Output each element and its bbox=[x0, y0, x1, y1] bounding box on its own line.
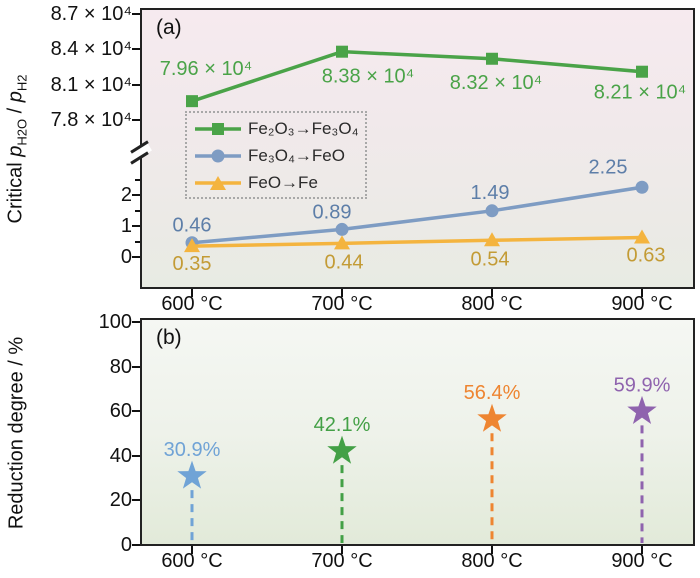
y-tick-mark bbox=[132, 48, 140, 51]
x-tick-label: 900 °C bbox=[611, 550, 673, 572]
x-tick-mark bbox=[341, 546, 343, 554]
y-tick-mark bbox=[132, 454, 140, 457]
y-tick-label: 2 bbox=[120, 184, 132, 206]
data-label: 8.32 × 10⁴ bbox=[450, 72, 543, 94]
y-tick-mark bbox=[135, 209, 140, 212]
triangle-marker bbox=[634, 229, 650, 244]
triangle-marker bbox=[184, 238, 200, 253]
x-tick-mark bbox=[191, 289, 193, 297]
y-tick-mark bbox=[132, 256, 140, 258]
x-tick-mark bbox=[641, 546, 643, 554]
x-tick-mark bbox=[641, 289, 643, 297]
panel-b-label: (b) bbox=[156, 326, 182, 349]
series-line-square bbox=[191, 49, 643, 103]
y-tick-label: 20 bbox=[109, 489, 132, 512]
data-label: 0.46 bbox=[173, 215, 212, 237]
y-tick-mark bbox=[132, 499, 140, 502]
x-tick-mark bbox=[341, 289, 343, 297]
legend-label: Fe₃O₄→FeO bbox=[248, 145, 345, 165]
y-tick-mark bbox=[132, 83, 140, 86]
y-tick-label: 80 bbox=[109, 355, 132, 378]
data-label: 0.44 bbox=[325, 251, 364, 273]
triangle-marker bbox=[484, 232, 500, 247]
y-tick-mark bbox=[132, 225, 140, 227]
legend-marker-square bbox=[195, 122, 241, 135]
circle-marker bbox=[335, 222, 349, 236]
square-marker bbox=[336, 45, 348, 58]
legend: Fe₂O₃→Fe₃O₄ Fe₃O₄→FeO FeO→Fe bbox=[185, 111, 367, 199]
square-marker bbox=[636, 65, 648, 78]
x-tick-mark bbox=[191, 546, 193, 554]
data-label: 0.35 bbox=[173, 253, 212, 275]
data-label: 8.21 × 10⁴ bbox=[594, 82, 687, 104]
y-tick-label: 100 bbox=[98, 311, 132, 333]
square-marker bbox=[186, 95, 198, 108]
y-tick-mark bbox=[132, 119, 140, 121]
legend-label: Fe₂O₃→Fe₃O₄ bbox=[248, 118, 359, 138]
y-tick-label: 0 bbox=[120, 246, 132, 268]
legend-marker-triangle bbox=[195, 175, 241, 190]
data-label: 0.63 bbox=[627, 244, 666, 266]
x-tick-label: 600 °C bbox=[161, 293, 223, 315]
panel-b-plot-area: (b) 30.9% 42.1% 56.4% 59.9% bbox=[140, 318, 695, 546]
y-tick-mark bbox=[132, 365, 140, 368]
y-tick-mark bbox=[132, 194, 140, 196]
x-tick-label: 600 °C bbox=[161, 550, 223, 572]
data-label: 30.9% bbox=[164, 439, 221, 461]
x-tick-mark bbox=[491, 289, 493, 297]
series-line-circle bbox=[191, 185, 643, 245]
y-title-a-p1: p bbox=[4, 145, 27, 157]
star-marker bbox=[477, 403, 507, 432]
x-tick-label: 800 °C bbox=[461, 550, 523, 572]
data-label: 0.54 bbox=[471, 248, 510, 270]
data-label: 59.9% bbox=[614, 374, 671, 396]
y-tick-label: 60 bbox=[109, 400, 132, 423]
series-line-triangle bbox=[191, 235, 643, 248]
data-label: 8.38 × 10⁴ bbox=[322, 66, 415, 88]
data-label: 56.4% bbox=[464, 382, 521, 404]
square-marker bbox=[486, 52, 498, 65]
x-tick-label: 800 °C bbox=[461, 293, 523, 315]
star-marker bbox=[327, 435, 357, 464]
legend-item: Fe₃O₄→FeO bbox=[187, 142, 365, 169]
legend-marker-circle bbox=[195, 149, 241, 162]
data-label: 0.89 bbox=[313, 201, 352, 223]
data-label: 42.1% bbox=[314, 414, 371, 436]
y-tick-mark bbox=[135, 240, 140, 243]
star-marker bbox=[627, 395, 657, 424]
y-tick-label: 8.1 × 10⁴ bbox=[50, 73, 132, 96]
y-tick-label: 0 bbox=[120, 534, 132, 556]
y-tick-mark bbox=[132, 544, 140, 546]
y-tick-label: 1 bbox=[120, 215, 132, 237]
data-label: 1.49 bbox=[471, 182, 510, 204]
x-tick-mark bbox=[491, 546, 493, 554]
y-tick-label: 40 bbox=[109, 444, 132, 467]
legend-item: FeO→Fe bbox=[187, 169, 365, 196]
data-label: 2.25 bbox=[589, 156, 628, 178]
legend-label: FeO→Fe bbox=[248, 172, 318, 192]
panel-b-chart: 30.9% 42.1% 56.4% 59.9% bbox=[164, 374, 671, 543]
y-tick-label: 8.7 × 10⁴ bbox=[50, 3, 132, 25]
x-tick-label: 700 °C bbox=[311, 550, 373, 572]
y-tick-mark bbox=[132, 410, 140, 413]
y-tick-mark bbox=[132, 321, 140, 323]
panel-a-label: (a) bbox=[156, 16, 182, 39]
panel-a-chart: 7.96 × 10⁴ 8.38 × 10⁴ 8.32 × 10⁴ 8.21 × 10⁴… bbox=[160, 45, 687, 275]
y-tick-label: 7.8 × 10⁴ bbox=[50, 109, 132, 131]
data-label: 7.96 × 10⁴ bbox=[160, 58, 253, 80]
y-tick-mark bbox=[132, 13, 140, 15]
x-tick-label: 700 °C bbox=[311, 293, 373, 315]
legend-item: Fe₂O₃→Fe₃O₄ bbox=[187, 115, 365, 142]
y-tick-mark bbox=[135, 178, 140, 181]
x-tick-label: 900 °C bbox=[611, 293, 673, 315]
circle-marker bbox=[485, 204, 499, 218]
star-marker bbox=[177, 460, 207, 489]
panel-a-plot-area: (a) 7.96 × 10⁴ 8.38 × 10⁴ 8.32 × 10⁴ 8.21 ×… bbox=[140, 8, 695, 289]
y-tick-label: 8.4 × 10⁴ bbox=[50, 38, 132, 61]
circle-marker bbox=[635, 180, 649, 194]
triangle-marker bbox=[334, 235, 350, 250]
